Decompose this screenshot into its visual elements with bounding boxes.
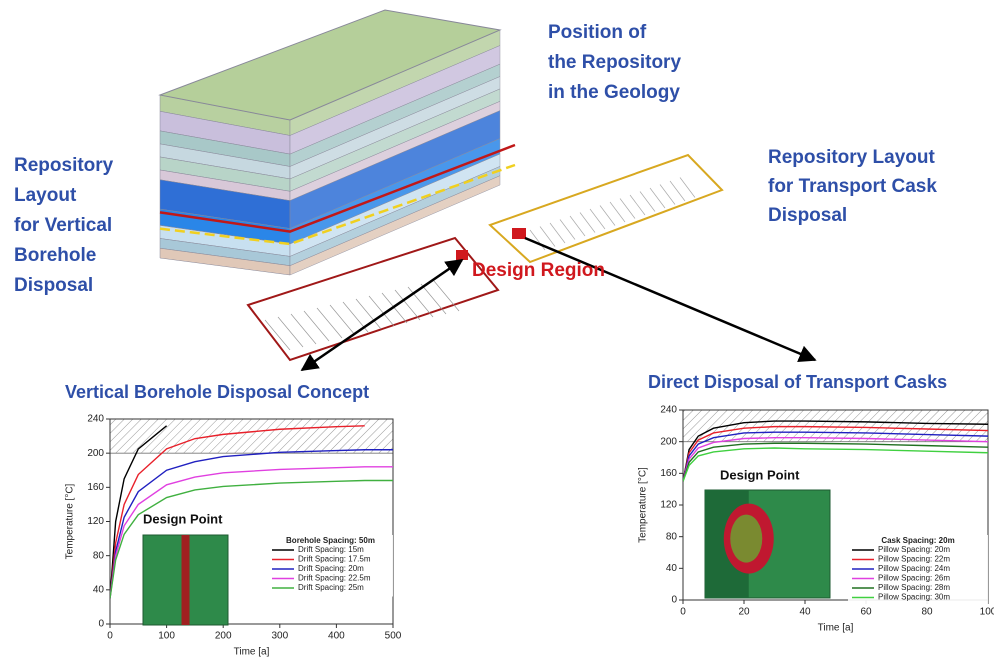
- legend-label: Drift Spacing: 22.5m: [298, 574, 371, 583]
- label-geology: Position of: [548, 22, 647, 43]
- legend-label: Drift Spacing: 25m: [298, 583, 364, 592]
- x-tick-label: 500: [385, 631, 402, 642]
- label-transport: Disposal: [768, 205, 847, 226]
- legend-label: Drift Spacing: 17.5m: [298, 555, 371, 564]
- label-geology: in the Geology: [548, 82, 680, 103]
- legend-label: Pillow Spacing: 20m: [878, 545, 950, 554]
- label-vertical: for Vertical: [14, 215, 112, 236]
- x-axis-label: Time [a]: [818, 623, 854, 634]
- legend-label: Pillow Spacing: 26m: [878, 574, 950, 583]
- chart-title: Vertical Borehole Disposal Concept: [65, 382, 369, 402]
- x-tick-label: 300: [271, 631, 288, 642]
- chart-title: Direct Disposal of Transport Casks: [648, 372, 947, 392]
- inset-borehole: [182, 535, 190, 625]
- y-tick-label: 120: [660, 500, 677, 511]
- y-tick-label: 80: [666, 531, 678, 542]
- y-tick-label: 240: [87, 414, 104, 425]
- legend-label: Drift Spacing: 15m: [298, 545, 364, 554]
- page: Position of the Repository in the Geolog…: [0, 0, 994, 658]
- y-tick-label: 0: [671, 595, 677, 606]
- label-design-region: Design Region: [472, 260, 605, 281]
- inset-label: Design Point: [143, 511, 223, 526]
- y-tick-label: 0: [98, 619, 104, 630]
- inset-label: Design Point: [720, 467, 800, 482]
- arrow: [525, 238, 815, 360]
- label-geology: the Repository: [548, 52, 681, 73]
- legend-label: Pillow Spacing: 28m: [878, 583, 950, 592]
- diagram: [160, 10, 815, 370]
- inset-cask: [730, 515, 762, 563]
- label-transport: Repository Layout: [768, 147, 935, 168]
- label-vertical: Borehole: [14, 245, 96, 266]
- x-tick-label: 40: [799, 607, 811, 618]
- layout-plane: [490, 155, 722, 262]
- x-axis-label: Time [a]: [234, 647, 270, 658]
- y-tick-label: 80: [93, 550, 105, 561]
- x-tick-label: 0: [680, 607, 686, 618]
- design-region-marker: [456, 250, 468, 260]
- y-tick-label: 160: [660, 468, 677, 479]
- y-tick-label: 200: [660, 436, 677, 447]
- legend-label: Pillow Spacing: 24m: [878, 564, 950, 573]
- y-axis-label: Temperature [°C]: [638, 467, 649, 543]
- legend-title: Borehole Spacing: 50m: [286, 536, 375, 545]
- legend-label: Drift Spacing: 20m: [298, 564, 364, 573]
- y-tick-label: 160: [87, 482, 104, 493]
- legend-title: Cask Spacing: 20m: [881, 536, 954, 545]
- legend-label: Pillow Spacing: 22m: [878, 555, 950, 564]
- label-transport: for Transport Cask: [768, 176, 937, 197]
- y-tick-label: 40: [93, 584, 105, 595]
- x-tick-label: 100: [980, 607, 994, 618]
- y-tick-label: 120: [87, 516, 104, 527]
- label-vertical: Disposal: [14, 275, 93, 296]
- y-tick-label: 40: [666, 563, 678, 574]
- y-axis-label: Temperature [°C]: [65, 483, 76, 559]
- x-tick-label: 80: [921, 607, 933, 618]
- label-vertical: Layout: [14, 185, 77, 206]
- x-tick-label: 20: [738, 607, 750, 618]
- x-tick-label: 0: [107, 631, 113, 642]
- x-tick-label: 400: [328, 631, 345, 642]
- x-tick-label: 200: [215, 631, 232, 642]
- design-region-marker: [512, 228, 526, 239]
- y-tick-label: 200: [87, 448, 104, 459]
- x-tick-label: 100: [158, 631, 175, 642]
- y-tick-label: 240: [660, 405, 677, 416]
- legend-label: Pillow Spacing: 30m: [878, 593, 950, 602]
- label-vertical: Repository: [14, 155, 114, 176]
- x-tick-label: 60: [860, 607, 872, 618]
- limit-zone: [110, 419, 393, 453]
